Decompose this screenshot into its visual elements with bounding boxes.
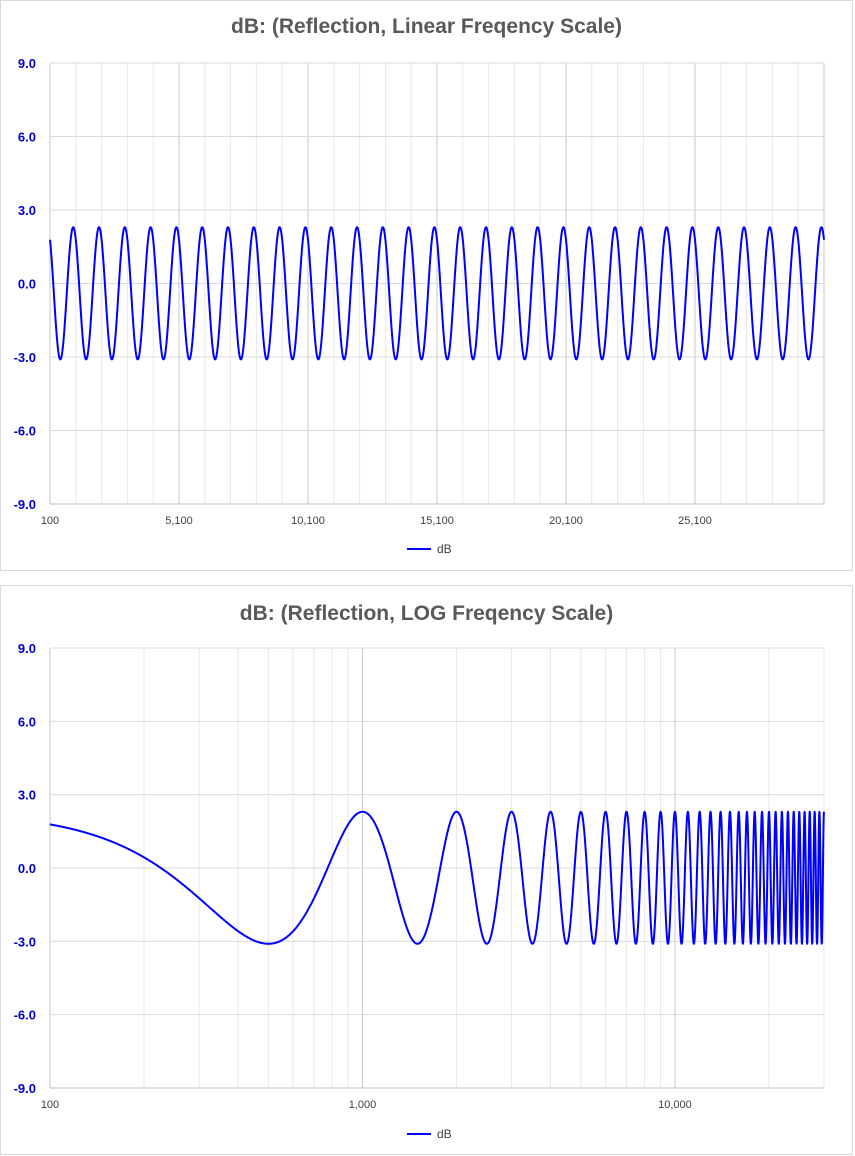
legend-label: dB bbox=[437, 1127, 452, 1141]
y-tick-label: 9.0 bbox=[18, 641, 36, 656]
legend-label: dB bbox=[437, 542, 452, 556]
y-tick-label: -3.0 bbox=[14, 350, 36, 365]
y-tick-label: 6.0 bbox=[18, 714, 36, 729]
y-tick-label: 9.0 bbox=[18, 56, 36, 71]
y-tick-label: -9.0 bbox=[14, 497, 36, 512]
x-tick-label: 5,100 bbox=[165, 515, 193, 527]
chart-linear: dB: (Reflection, Linear Freqency Scale) … bbox=[0, 0, 853, 571]
chart-title: dB: (Reflection, Linear Freqency Scale) bbox=[231, 15, 622, 38]
y-tick-label: 3.0 bbox=[18, 788, 36, 803]
y-tick-label: 0.0 bbox=[18, 277, 36, 292]
x-tick-label: 20,100 bbox=[549, 515, 583, 527]
series-line-db bbox=[49, 810, 825, 945]
x-tick-label: 15,100 bbox=[420, 515, 454, 527]
series-line-db bbox=[49, 226, 825, 361]
plot-area: 9.0 6.0 3.0 0.0 -3.0 -6.0 -9.0 100 1,000 10,000 dB bbox=[14, 641, 825, 1141]
legend: dB bbox=[407, 1127, 452, 1141]
y-tick-label: -9.0 bbox=[14, 1081, 36, 1096]
y-tick-label: 0.0 bbox=[18, 861, 36, 876]
x-tick-label: 100 bbox=[41, 515, 59, 527]
y-tick-label: -6.0 bbox=[14, 1008, 36, 1023]
y-tick-label: -3.0 bbox=[14, 934, 36, 949]
y-tick-label: -6.0 bbox=[14, 424, 36, 439]
x-tick-label: 10,100 bbox=[291, 515, 325, 527]
y-tick-label: 3.0 bbox=[18, 203, 36, 218]
x-tick-label: 10,000 bbox=[658, 1099, 692, 1111]
x-tick-label: 1,000 bbox=[349, 1099, 377, 1111]
legend: dB bbox=[407, 542, 452, 556]
plot-area: 9.0 6.0 3.0 0.0 -3.0 -6.0 -9.0 100 5,100 10,100 15… bbox=[14, 56, 825, 556]
chart-title: dB: (Reflection, LOG Freqency Scale) bbox=[239, 602, 614, 625]
x-tick-label: 25,100 bbox=[678, 515, 712, 527]
x-tick-label: 100 bbox=[41, 1099, 59, 1111]
y-tick-label: 6.0 bbox=[18, 130, 36, 145]
chart-log: dB: (Reflection, LOG Freqency Scale) 9.0… bbox=[0, 585, 853, 1155]
